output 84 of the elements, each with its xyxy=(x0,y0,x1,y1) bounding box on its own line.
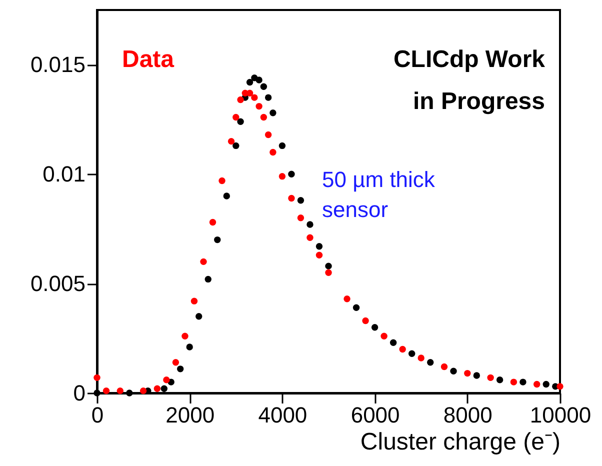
point xyxy=(427,359,434,366)
point xyxy=(270,110,276,116)
point xyxy=(362,317,369,324)
x-tick-label: 2000 xyxy=(166,402,215,428)
point xyxy=(228,138,235,145)
point xyxy=(278,142,286,150)
point xyxy=(510,378,518,386)
point xyxy=(473,372,480,379)
point xyxy=(232,114,240,121)
point xyxy=(172,359,180,366)
y-tick-label: 0 xyxy=(73,380,86,406)
point xyxy=(297,197,304,204)
point xyxy=(163,376,170,384)
point xyxy=(232,142,240,150)
point xyxy=(487,374,494,382)
point xyxy=(325,262,332,270)
point xyxy=(237,118,244,125)
point xyxy=(223,192,230,200)
point xyxy=(246,90,254,97)
point xyxy=(496,376,504,384)
point xyxy=(440,363,448,370)
point xyxy=(94,374,100,382)
annotation: 50 µm thick sensor xyxy=(322,167,436,222)
y-tick-label: 0.015 xyxy=(30,52,86,78)
point xyxy=(237,96,244,104)
point xyxy=(218,177,226,184)
point xyxy=(256,76,262,84)
point xyxy=(200,258,207,266)
y-tick-label: 0.01 xyxy=(42,162,86,187)
point xyxy=(246,78,254,86)
point xyxy=(160,385,168,392)
point xyxy=(278,172,286,180)
point xyxy=(209,218,216,226)
point xyxy=(176,366,184,372)
point xyxy=(464,370,471,377)
point xyxy=(390,339,397,346)
point xyxy=(270,148,276,156)
point xyxy=(418,354,424,362)
point xyxy=(288,170,295,178)
point xyxy=(190,298,198,304)
y-tick-label: 0.005 xyxy=(30,271,86,296)
point xyxy=(450,368,457,374)
text: Data xyxy=(122,46,175,73)
point xyxy=(94,390,100,396)
point xyxy=(260,83,268,90)
point xyxy=(264,94,272,101)
point xyxy=(196,313,202,320)
point xyxy=(352,304,360,311)
point xyxy=(344,296,350,302)
x-tick-label: 10000 xyxy=(530,402,592,428)
x-tick-label: 8000 xyxy=(443,402,492,428)
point xyxy=(542,380,550,388)
point xyxy=(260,114,268,121)
point xyxy=(214,236,221,244)
point xyxy=(533,380,540,388)
point xyxy=(306,234,314,241)
point xyxy=(399,346,406,353)
point xyxy=(408,350,416,357)
point xyxy=(126,390,133,396)
point xyxy=(116,387,124,394)
point xyxy=(520,378,526,386)
point xyxy=(371,324,378,331)
point xyxy=(325,269,332,276)
point xyxy=(186,344,193,350)
point xyxy=(140,387,147,394)
point xyxy=(154,385,161,392)
point xyxy=(102,387,110,394)
point xyxy=(256,102,262,110)
point xyxy=(316,252,323,258)
annotation: CLICdp Work in Progress xyxy=(393,46,546,115)
point xyxy=(264,131,272,138)
point xyxy=(380,332,388,340)
point xyxy=(251,94,258,101)
point xyxy=(316,243,323,250)
point xyxy=(306,221,314,228)
x-tick-label: 6000 xyxy=(350,402,400,428)
x-axis-title: Cluster charge (e⁻) xyxy=(360,428,560,456)
point xyxy=(204,276,212,283)
point xyxy=(297,214,304,222)
point xyxy=(182,332,188,340)
x-tick-label: 0 xyxy=(91,402,104,428)
x-tick-label: 4000 xyxy=(258,402,308,428)
point xyxy=(556,383,564,390)
point xyxy=(288,194,295,202)
